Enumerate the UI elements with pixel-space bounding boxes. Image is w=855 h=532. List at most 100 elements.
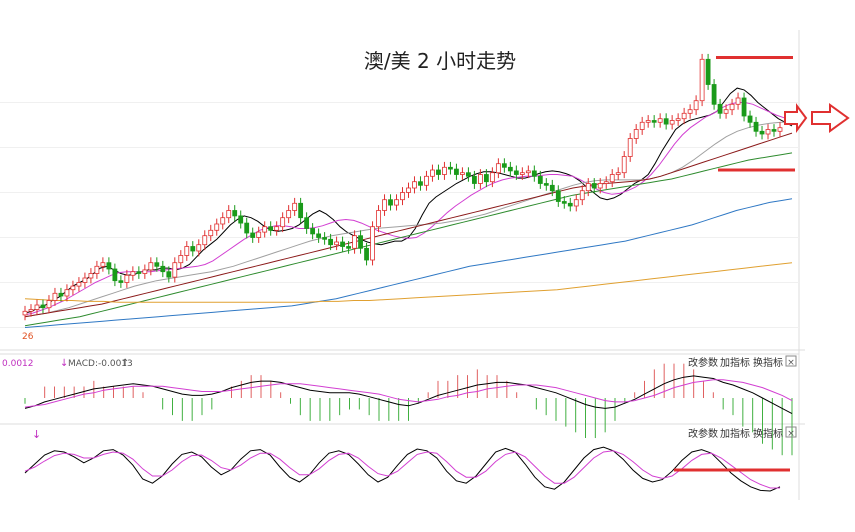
candle-body — [501, 163, 507, 168]
candle-body — [28, 309, 34, 312]
moving-average-lines — [24, 87, 793, 328]
candle-body — [430, 169, 435, 177]
candle-body — [406, 187, 411, 193]
candle-body — [136, 271, 142, 274]
candle-body — [466, 172, 471, 177]
kd-close-icon[interactable]: × — [787, 429, 795, 439]
candle-body — [531, 170, 537, 177]
candle-body — [753, 121, 759, 132]
candle-body — [460, 172, 465, 175]
macd-button-edit-params[interactable]: 改参数 — [688, 356, 718, 369]
candle-body — [328, 238, 333, 246]
candle-body — [555, 190, 561, 202]
candle-body — [388, 199, 393, 206]
candle-body — [382, 199, 387, 211]
chart-title: 澳/美 2 小时走势 — [364, 49, 516, 73]
candle-body — [94, 265, 100, 274]
macd-header-arrow-icon: ↓ — [60, 358, 68, 369]
kd-header-left: ↓ — [32, 428, 41, 441]
candle-body — [256, 231, 262, 238]
candle-body — [483, 174, 489, 183]
candle-body — [58, 292, 64, 297]
candle-body — [370, 226, 375, 261]
candle-body — [226, 210, 232, 219]
candle-body — [573, 199, 579, 207]
candle-body — [615, 172, 621, 175]
macd-button-switch-indicator[interactable]: 换指标 — [753, 356, 783, 369]
macd-header-right: MACD:-0.0013 — [68, 359, 133, 369]
candle-body — [310, 228, 316, 235]
candle-body — [477, 174, 483, 184]
kd-button-add-indicator[interactable]: 加指标 — [720, 427, 750, 440]
macd-header-up-arrow-icon: ↑ — [121, 358, 129, 369]
candle-body — [190, 246, 196, 252]
candle-body — [292, 202, 298, 211]
arrow-right-icon — [811, 103, 850, 133]
candle-body — [40, 304, 46, 309]
candle-body — [400, 192, 405, 201]
candle-body — [184, 246, 190, 256]
candle-body — [729, 103, 735, 111]
candle-body — [621, 156, 627, 174]
candle-body — [274, 226, 280, 231]
candle-body — [118, 280, 124, 283]
candle-body — [699, 58, 705, 102]
moving-average-line-5 — [24, 198, 793, 328]
kd-d-line — [24, 450, 780, 489]
macd-close-icon[interactable]: × — [787, 358, 795, 368]
candle-body — [579, 190, 585, 201]
candle-body — [747, 115, 753, 123]
candle-body — [82, 277, 88, 283]
candle-body — [250, 232, 256, 238]
candle-body — [196, 244, 202, 252]
candle-body — [567, 202, 573, 207]
kd-panel — [24, 446, 790, 492]
candle-body — [472, 175, 477, 184]
candle-body — [202, 235, 208, 246]
candle-body — [681, 112, 687, 120]
candle-body — [286, 210, 292, 219]
candle-body — [160, 265, 166, 273]
kd-close-box[interactable] — [785, 426, 797, 438]
candle-body — [436, 169, 441, 175]
moving-average-line-3 — [24, 132, 793, 318]
candlesticks — [22, 53, 783, 321]
candle-body — [549, 184, 555, 192]
candle-body — [765, 129, 771, 135]
macd-panel — [0, 353, 805, 456]
candle-body — [76, 282, 82, 287]
candle-body — [124, 274, 130, 283]
moving-average-line-4 — [24, 152, 793, 327]
macd-close-box[interactable] — [785, 355, 797, 367]
candle-body — [262, 226, 268, 233]
candle-body — [627, 138, 633, 157]
candle-body — [346, 246, 351, 249]
candle-body — [495, 163, 501, 174]
candle-body — [693, 100, 699, 111]
candle-body — [376, 210, 381, 228]
candle-body — [334, 241, 339, 246]
candle-body — [88, 273, 94, 279]
candle-body — [424, 175, 429, 186]
candle-body — [442, 166, 447, 175]
kd-button-switch-indicator[interactable]: 换指标 — [753, 427, 783, 440]
candle-body — [268, 226, 274, 231]
candle-body — [603, 181, 609, 184]
candle-body — [220, 217, 226, 225]
candle-body — [735, 97, 741, 105]
candle-body — [214, 223, 220, 231]
candle-body — [178, 255, 184, 264]
candle-body — [771, 129, 777, 132]
candle-body — [675, 118, 681, 121]
candle-body — [454, 168, 459, 175]
macd-button-add-indicator[interactable]: 加指标 — [720, 356, 750, 369]
candle-body — [741, 97, 747, 117]
candle-body — [352, 235, 357, 249]
candle-body — [585, 183, 591, 192]
kd-button-edit-params[interactable]: 改参数 — [688, 427, 718, 440]
candle-body — [687, 109, 693, 114]
candle-body — [112, 268, 118, 282]
candle-body — [519, 172, 525, 175]
candle-body — [100, 262, 106, 267]
